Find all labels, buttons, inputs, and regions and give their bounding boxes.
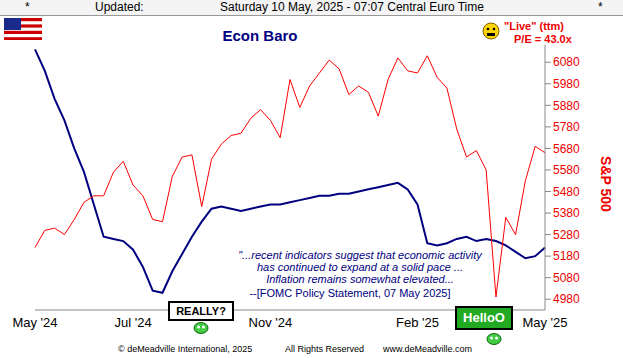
- html-text:HelloO: HelloO: [463, 310, 505, 325]
- svg-text:May '25: May '25: [522, 315, 567, 330]
- html-text:All Rights Reserved: All Rights Reserved: [285, 344, 364, 354]
- html-text:P/E = 43.0x: P/E = 43.0x: [514, 33, 572, 45]
- svg-text:5080: 5080: [553, 271, 580, 285]
- html-text:S&P 500: S&P 500: [598, 156, 614, 212]
- svg-text:5680: 5680: [553, 142, 580, 156]
- html-text:© deMeadville International, 2: © deMeadville International, 2025: [118, 344, 253, 354]
- svg-text:5880: 5880: [553, 99, 580, 113]
- svg-text:May '24: May '24: [12, 315, 57, 330]
- html-text:Inflation remains somewhat ele: Inflation remains somewhat elevated...: [266, 273, 454, 285]
- svg-text:5980: 5980: [553, 77, 580, 91]
- html-text:has continued to expand at a s: has continued to expand at a solid pace …: [257, 261, 463, 273]
- svg-text:6080: 6080: [553, 55, 580, 69]
- html-text:www.deMeadville.com: www.deMeadville.com: [383, 344, 472, 354]
- html-text:REALLY?: REALLY?: [176, 305, 226, 317]
- html-text:Saturday 10 May, 2025 - 07:07: Saturday 10 May, 2025 - 07:07 Central Eu…: [220, 0, 484, 14]
- svg-text:Feb '25: Feb '25: [396, 315, 439, 330]
- html-text:Econ Baro: Econ Baro: [222, 27, 298, 44]
- svg-text:5380: 5380: [553, 206, 580, 220]
- html-text:--[FOMC Policy Statement, 07 M: --[FOMC Policy Statement, 07 May 2025]: [249, 287, 451, 299]
- html-text:Updated:: Updated:: [95, 0, 144, 14]
- svg-text:5480: 5480: [553, 185, 580, 199]
- svg-text:Jul '24: Jul '24: [114, 315, 151, 330]
- html-text:"...recent indicators suggest: "...recent indicators suggest that econo…: [238, 249, 482, 261]
- svg-text:5180: 5180: [553, 249, 580, 263]
- svg-text:5580: 5580: [553, 163, 580, 177]
- svg-text:5780: 5780: [553, 120, 580, 134]
- html-text:"Live" (ttm): "Live" (ttm): [504, 20, 564, 32]
- svg-text:5280: 5280: [553, 228, 580, 242]
- svg-text:Nov '24: Nov '24: [249, 315, 293, 330]
- svg-text:4980: 4980: [553, 292, 580, 306]
